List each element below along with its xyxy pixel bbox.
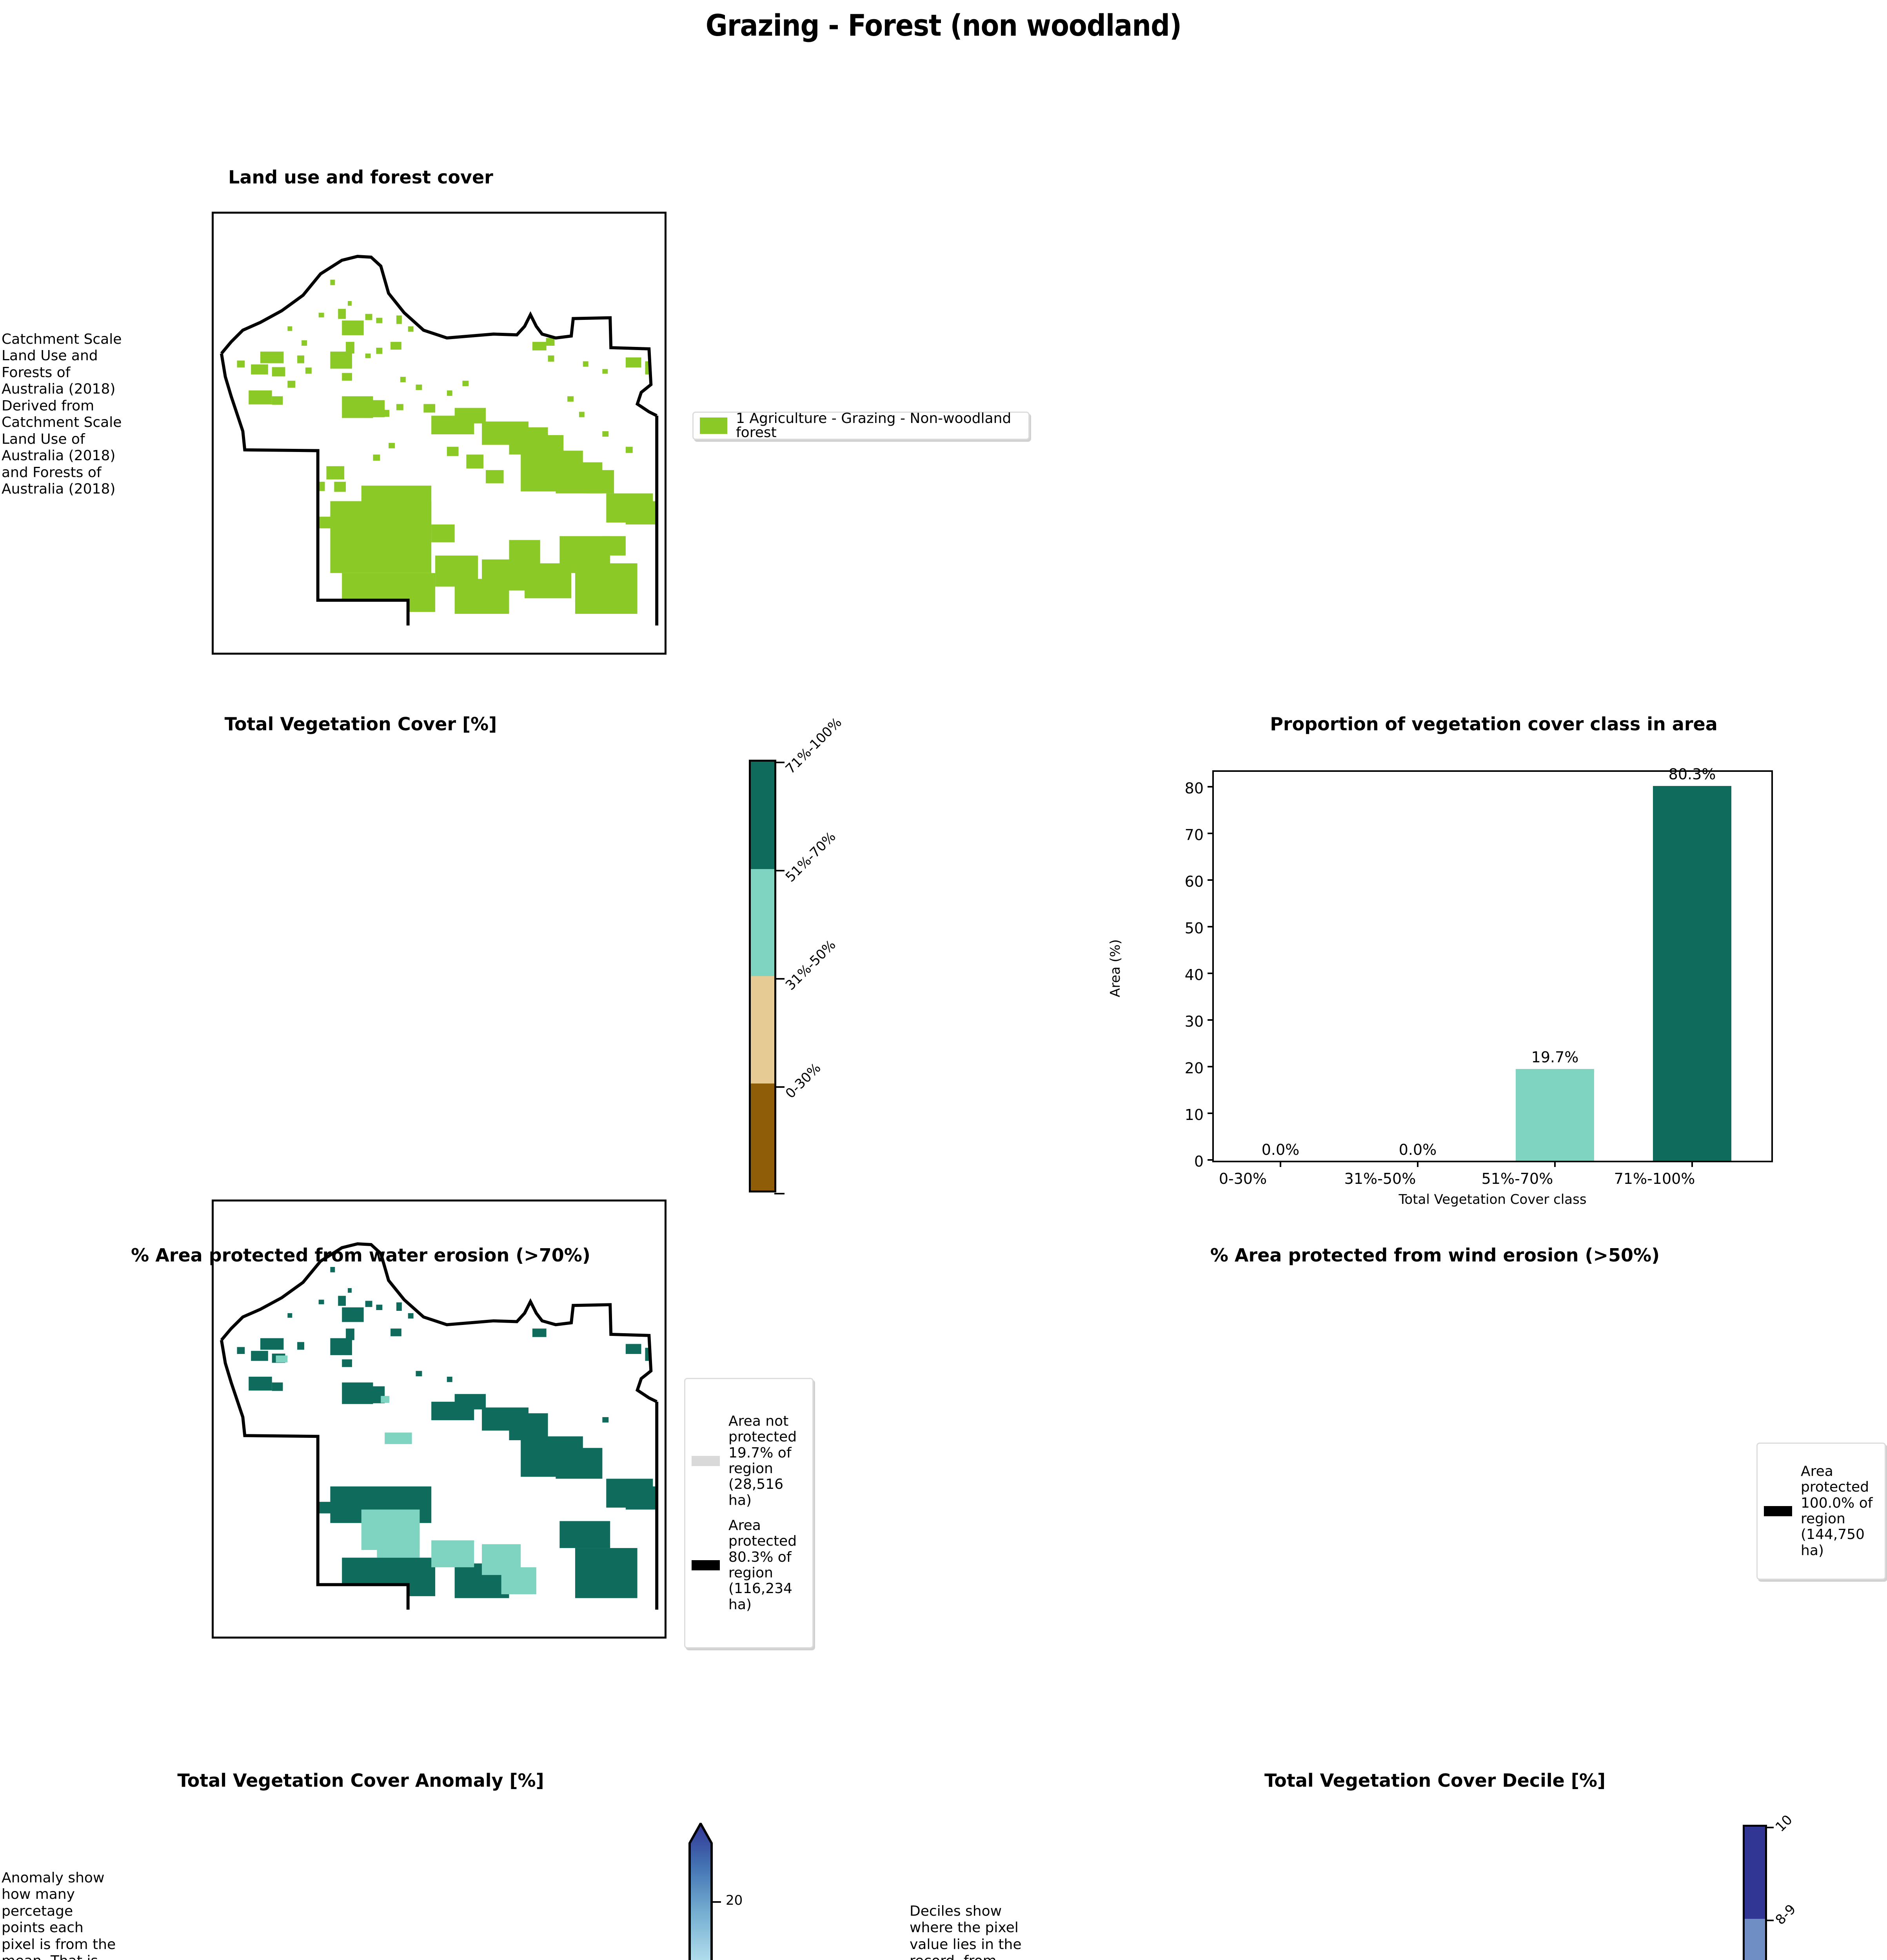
ytick-40: 40 bbox=[1184, 966, 1204, 984]
decile-note: Deciles show where the pixel value lies … bbox=[910, 1903, 1022, 1960]
wind-erosion-title: % Area protected from wind erosion (>50%… bbox=[1210, 1245, 1660, 1266]
bar-value-51-70: 19.7% bbox=[1531, 1049, 1579, 1066]
cb-seg-0-30 bbox=[751, 1083, 774, 1191]
vegcover-map-graphic bbox=[220, 1242, 659, 1610]
ytick-20: 20 bbox=[1184, 1060, 1204, 1077]
ytick-0: 0 bbox=[1194, 1153, 1204, 1170]
ytick-30: 30 bbox=[1184, 1013, 1204, 1030]
barchart-title: Proportion of vegetation cover class in … bbox=[1270, 713, 1718, 735]
vegcover-pixels bbox=[237, 1267, 657, 1598]
anomaly-colorbar-graphic bbox=[688, 1821, 713, 1960]
xtick-31-50: 31%-50% bbox=[1344, 1170, 1416, 1187]
bar-51-70[interactable] bbox=[1516, 1069, 1594, 1161]
legend-swatch-not-protected bbox=[692, 1456, 720, 1466]
vegcover-map[interactable] bbox=[212, 1200, 667, 1639]
ytick-80: 80 bbox=[1184, 780, 1204, 797]
barchart-ylabel: Area (%) bbox=[1108, 939, 1123, 997]
decile-colorbar[interactable]: 10 8-9 4-7 2-3 1 bbox=[1743, 1812, 1799, 1960]
landuse-legend[interactable]: 1 Agriculture - Grazing - Non-woodland f… bbox=[692, 412, 1030, 440]
decile-seg-8-9 bbox=[1745, 1918, 1765, 1960]
anomaly-title: Total Vegetation Cover Anomaly [%] bbox=[177, 1770, 544, 1791]
cb-label-51-70: 51%-70% bbox=[782, 829, 839, 886]
cb-seg-51-70 bbox=[751, 869, 774, 976]
legend-label-grazing: 1 Agriculture - Grazing - Non-woodland f… bbox=[736, 410, 1012, 441]
barchart-plot-area[interactable]: 0.0% 0.0% 19.7% 80.3% bbox=[1208, 766, 1773, 1167]
legend-label-wind-protected: Area protected 100.0% of region (144,750… bbox=[1801, 1463, 1873, 1559]
cb-label-31-50: 31%-50% bbox=[782, 937, 839, 994]
legend-label-not-protected: Area not protected 19.7% of region (28,5… bbox=[728, 1413, 797, 1508]
ytick-60: 60 bbox=[1184, 873, 1204, 890]
decile-label-8-9: 8-9 bbox=[1772, 1901, 1799, 1928]
landuse-map-graphic bbox=[220, 255, 659, 626]
legend-swatch-wind-protected bbox=[1764, 1506, 1792, 1516]
page-title: Grazing - Forest (non woodland) bbox=[705, 8, 1182, 43]
anomaly-note: Anomaly show how many percetage points e… bbox=[2, 1870, 116, 1960]
bar-71-100[interactable] bbox=[1653, 786, 1731, 1161]
landuse-map[interactable] bbox=[212, 212, 667, 655]
cb-label-71-100: 71%-100% bbox=[782, 715, 845, 777]
bar-value-71-100: 80.3% bbox=[1668, 766, 1716, 783]
anomaly-tick-20: 20 bbox=[726, 1893, 743, 1908]
legend-swatch-protected bbox=[692, 1560, 720, 1570]
cb-label-0-30: 0-30% bbox=[782, 1060, 824, 1102]
cb-seg-71-100 bbox=[751, 762, 774, 869]
landuse-source-note: Catchment Scale Land Use and Forests of … bbox=[2, 331, 122, 497]
ytick-70: 70 bbox=[1184, 826, 1204, 844]
vegcover-colorbar[interactable]: 71%-100% 51%-70% 31%-50% 0-30% bbox=[749, 715, 845, 1194]
decile-seg-10 bbox=[1745, 1827, 1765, 1919]
legend-label-protected: Area protected 80.3% of region (116,234 … bbox=[728, 1517, 797, 1613]
bar-value-31-50: 0.0% bbox=[1398, 1141, 1437, 1158]
region-boundary bbox=[220, 255, 657, 417]
ytick-10: 10 bbox=[1184, 1106, 1204, 1123]
water-erosion-title: % Area protected from water erosion (>70… bbox=[131, 1245, 590, 1266]
landuse-pixels bbox=[237, 279, 657, 614]
water-erosion-legend[interactable]: Area not protected 19.7% of region (28,5… bbox=[684, 1378, 814, 1648]
vegcover-panel-title: Total Vegetation Cover [%] bbox=[224, 713, 497, 735]
xtick-71-100: 71%-100% bbox=[1614, 1170, 1695, 1187]
xtick-0-30: 0-30% bbox=[1219, 1170, 1267, 1187]
decile-title: Total Vegetation Cover Decile [%] bbox=[1264, 1770, 1606, 1791]
xtick-51-70: 51%-70% bbox=[1481, 1170, 1553, 1187]
cb-seg-31-50 bbox=[751, 976, 774, 1083]
ytick-50: 50 bbox=[1184, 920, 1204, 937]
bar-value-0-30: 0.0% bbox=[1261, 1141, 1300, 1158]
wind-erosion-legend[interactable]: Area protected 100.0% of region (144,750… bbox=[1756, 1443, 1886, 1580]
landuse-panel-title: Land use and forest cover bbox=[228, 167, 493, 188]
decile-label-10: 10 bbox=[1772, 1812, 1796, 1835]
barchart-xlabel: Total Vegetation Cover class bbox=[1398, 1192, 1587, 1207]
anomaly-colorbar[interactable]: 20 10 0 −10 −20 bbox=[688, 1821, 743, 1960]
legend-swatch-grazing bbox=[700, 417, 727, 434]
